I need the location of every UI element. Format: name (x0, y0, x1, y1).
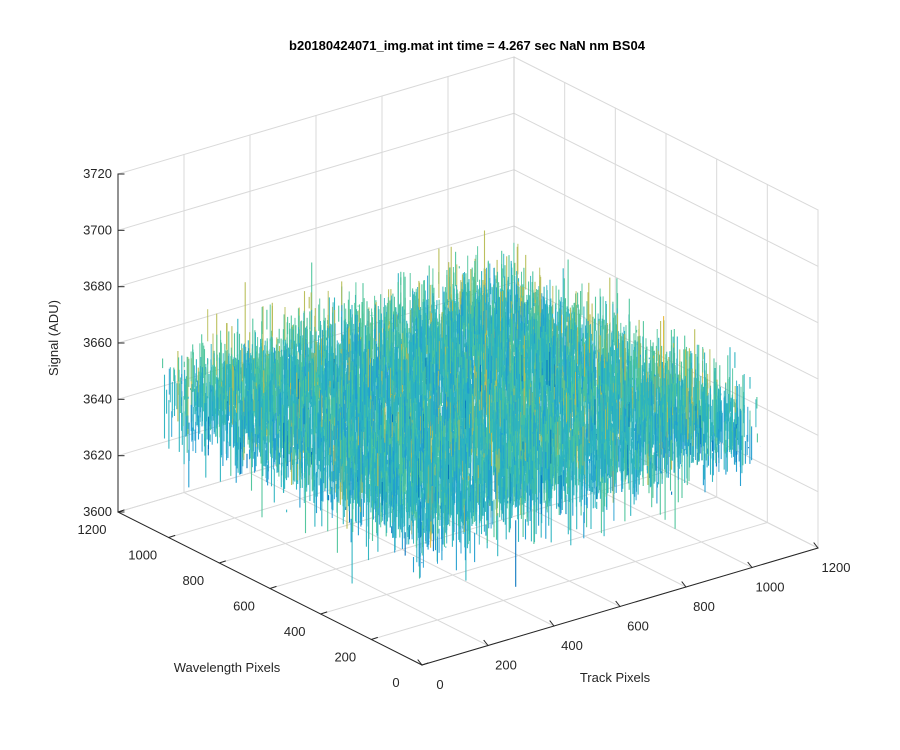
grid-line-z-right-3 (513, 225, 819, 380)
grid-line-z-back-3 (117, 225, 515, 344)
surface (162, 230, 761, 587)
grid-line-z-right-5 (513, 112, 819, 267)
grid-line-z-back-5 (117, 112, 515, 231)
grid-line-z-back-4 (117, 169, 515, 288)
grid-line-z-right-6 (513, 56, 819, 211)
grid-line-y-floor-2 (320, 496, 718, 615)
grid-line-z-back-6 (117, 56, 515, 175)
grid-line-z-right-4 (513, 169, 819, 324)
grid-line-y-floor-1 (370, 521, 768, 641)
